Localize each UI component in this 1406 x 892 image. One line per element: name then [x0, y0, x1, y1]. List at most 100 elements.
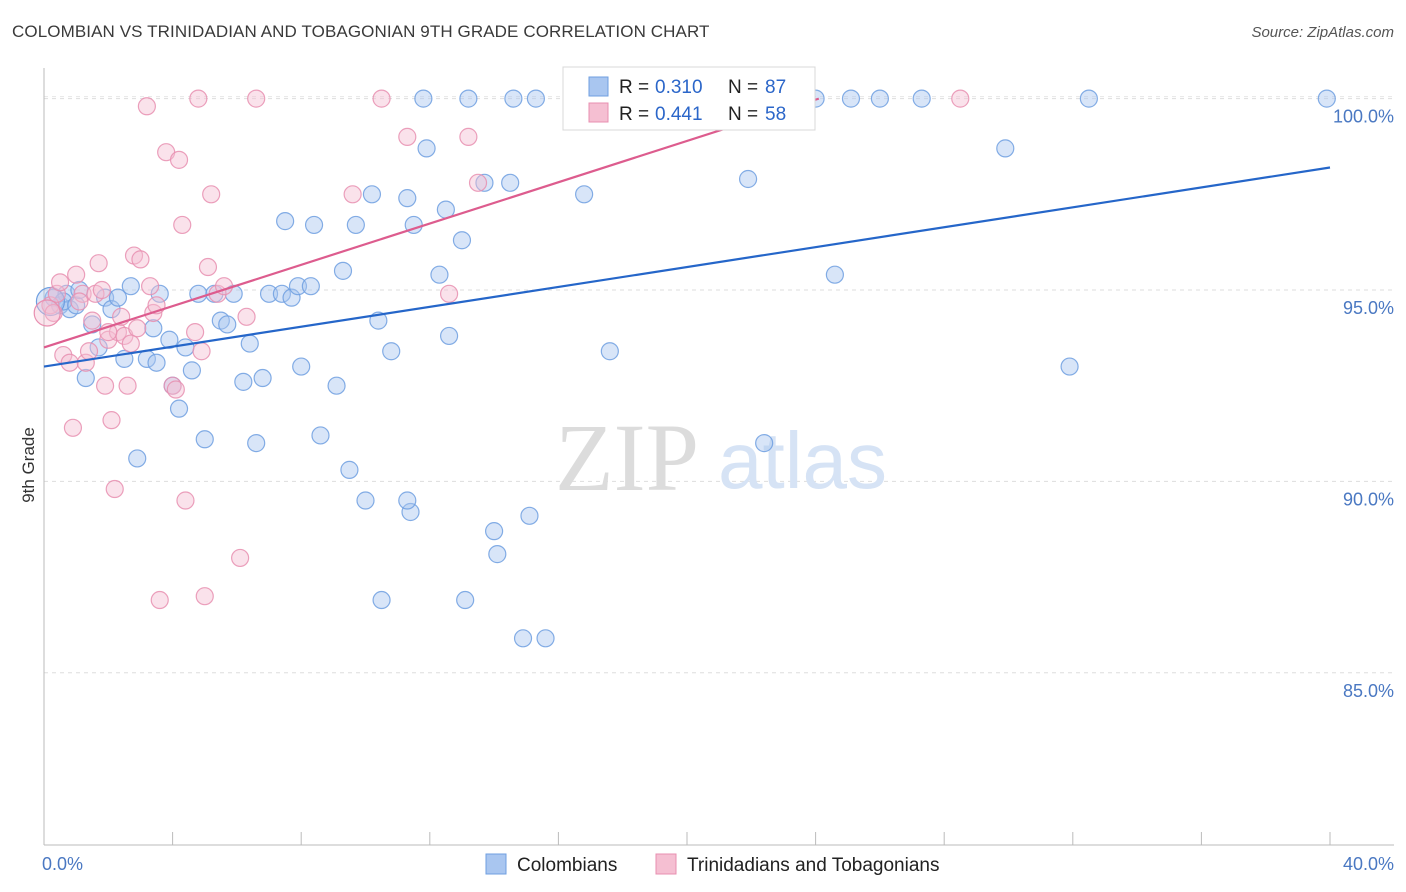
chart-title: COLOMBIAN VS TRINIDADIAN AND TOBAGONIAN … [12, 22, 710, 41]
legend-swatch-colombians [588, 76, 609, 97]
y-tick-label: 85.0% [1343, 681, 1394, 701]
source-label: Source: ZipAtlas.com [1251, 24, 1394, 41]
trinidadian-point [343, 185, 362, 204]
colombian-point [475, 173, 494, 192]
colombian-point [398, 189, 417, 208]
colombian-point [147, 353, 166, 372]
colombian-point [401, 502, 420, 522]
trinidadian-point [237, 307, 256, 326]
trinidadian-point [247, 89, 266, 108]
colombian-point [417, 139, 436, 158]
y-tick-label: 100.0% [1333, 107, 1394, 127]
colombian-point [439, 326, 459, 346]
colombian-point [488, 545, 507, 564]
colombian-point [102, 300, 121, 319]
watermark-zip: ZIP [555, 404, 699, 511]
trinidadian-point [186, 323, 205, 342]
trinidadian-point [67, 265, 86, 284]
colombian-point [182, 361, 201, 380]
trinidadian-point [33, 299, 61, 327]
bottom-legend-swatch-colombians [485, 853, 507, 875]
trinidadian-point [70, 292, 89, 311]
trinidadian-point [92, 280, 111, 300]
colombian-point [76, 368, 95, 388]
colombian-point [996, 139, 1015, 158]
trinidadian-point [150, 590, 169, 610]
colombian-point [382, 342, 401, 361]
y-tick-label: 90.0% [1343, 489, 1394, 509]
trinidadian-point [102, 411, 121, 430]
trinidadian-point [198, 257, 218, 277]
trinidadian-point [79, 342, 99, 361]
trinidadian-point [195, 587, 214, 606]
colombian-point [234, 372, 253, 391]
legend-swatch-trinidadians [588, 102, 609, 123]
colombian-point [121, 277, 140, 296]
trinidadian-point [137, 97, 156, 116]
trinidadian-point [140, 277, 160, 296]
trinidadian-point [459, 127, 478, 146]
colombian-point [340, 460, 359, 479]
stats-legend: R = 0.310 N = 87 R = 0.441 N = 58 [562, 66, 816, 131]
trinidadian-point [439, 284, 459, 303]
legend-n-value-1: 87 [765, 77, 786, 98]
colombian-point [526, 89, 545, 108]
colombian-point [501, 173, 520, 192]
legend-n-label-1: N = [728, 77, 758, 98]
colombian-point [485, 522, 504, 541]
colombian-point [169, 399, 189, 418]
trinidadian-point [372, 89, 391, 108]
legend-n-label-2: N = [728, 104, 758, 125]
trend-lines [43, 97, 1331, 368]
trinidadian-point [121, 334, 140, 353]
colombian-point [304, 215, 324, 235]
colombians-points [35, 89, 1336, 648]
trinidadian-point [176, 491, 195, 510]
x-tick-label-max: 40.0% [1343, 854, 1394, 874]
trinidadian-point [398, 127, 417, 146]
trinidadian-point [131, 250, 150, 269]
colombian-point [1317, 89, 1336, 108]
colombian-point [430, 265, 449, 284]
colombians-trend-line [43, 166, 1331, 368]
trinidadian-point [202, 185, 221, 204]
trinidadian-point [189, 89, 208, 108]
series-legend: Colombians Trinidadians and Tobagonians [485, 853, 939, 876]
y-axis-title: 9th Grade [19, 427, 38, 503]
colombian-point [259, 284, 279, 303]
colombian-point [841, 89, 861, 108]
trinidadian-point [166, 380, 185, 399]
colombian-point [288, 277, 308, 296]
colombian-point [224, 284, 243, 303]
colombian-point [253, 368, 272, 388]
trinidadians-trend-line [43, 97, 820, 349]
trinidadian-point [89, 254, 108, 273]
colombian-point [575, 185, 594, 204]
legend-n-value-2: 58 [765, 104, 786, 125]
colombian-point [870, 89, 890, 108]
colombian-point [825, 265, 844, 284]
legend-r-value-2: 0.441 [655, 104, 703, 125]
trinidadian-point [231, 548, 250, 568]
colombian-point [513, 629, 533, 648]
colombian-point [356, 491, 375, 510]
colombian-point [327, 376, 346, 395]
colombian-point [108, 288, 128, 307]
bottom-legend-swatch-trinidadians [655, 853, 677, 875]
trinidadian-point [83, 311, 102, 330]
trinidadian-point [169, 150, 189, 169]
colombian-point [520, 506, 539, 525]
colombian-point [912, 89, 931, 108]
colombian-point [459, 89, 478, 108]
colombian-point [292, 357, 311, 376]
legend-r-label-2: R = [619, 104, 649, 125]
colombian-point [276, 212, 295, 231]
colombian-point [282, 288, 301, 307]
colombian-point [414, 89, 433, 108]
trinidadian-point [50, 273, 70, 292]
colombian-point [452, 231, 472, 250]
colombian-point [738, 169, 758, 189]
legend-r-value-1: 0.310 [655, 77, 703, 98]
watermark: ZIP atlas [555, 404, 887, 511]
